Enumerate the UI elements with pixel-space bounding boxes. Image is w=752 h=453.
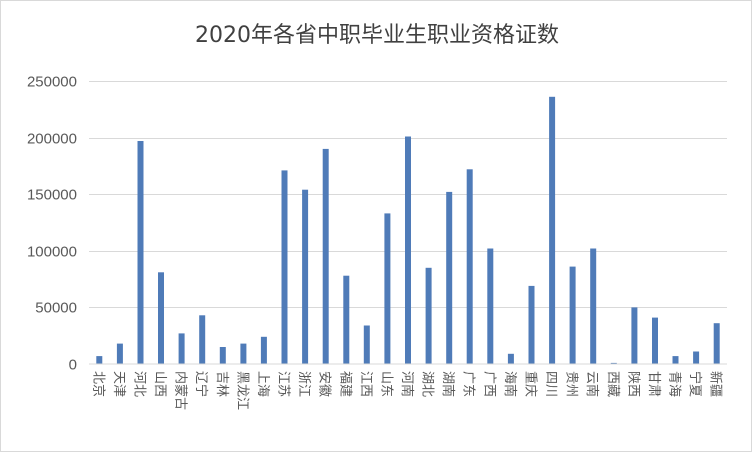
x-tick-label: 重庆 bbox=[523, 371, 539, 397]
x-tick-label: 上海 bbox=[255, 371, 270, 397]
bar-15 bbox=[405, 136, 411, 364]
x-tick-label: 广东 bbox=[461, 371, 476, 397]
x-tick-label: 吉林 bbox=[214, 371, 229, 397]
x-tick-label: 西藏 bbox=[605, 371, 620, 397]
bar-13 bbox=[363, 325, 370, 364]
x-tick-label: 河北 bbox=[132, 371, 147, 397]
bar-11 bbox=[322, 148, 329, 364]
y-tick-label: 150000 bbox=[27, 187, 77, 204]
x-tick-label: 宁夏 bbox=[687, 371, 703, 397]
x-tick-label: 湖北 bbox=[420, 371, 435, 397]
x-tick-label: 辽宁 bbox=[193, 371, 209, 397]
x-tick-label: 北京 bbox=[90, 371, 105, 397]
x-tick-label: 贵州 bbox=[564, 371, 579, 397]
x-tick-label: 湖南 bbox=[440, 371, 456, 397]
x-axis-ticks: 北京 天津 河北 山西 内蒙古 辽宁 吉林 黑龙江 上海 江苏 浙江 安徽 福建 江西 山东 河南 湖北 湖南 广东… bbox=[90, 371, 723, 410]
bar-9 bbox=[281, 170, 288, 364]
x-tick-label: 广西 bbox=[481, 371, 496, 397]
x-tick-label: 江西 bbox=[358, 371, 373, 397]
x-tick-label: 新疆 bbox=[708, 371, 724, 397]
y-tick-label: 0 bbox=[69, 357, 77, 374]
x-tick-label: 甘肃 bbox=[646, 371, 661, 397]
y-tick-label: 200000 bbox=[27, 131, 77, 148]
bar-3 bbox=[158, 272, 164, 364]
y-axis-ticks: 0 50000 100000 150000 200000 250000 bbox=[27, 74, 77, 374]
bar-26 bbox=[631, 307, 638, 364]
x-tick-label: 内蒙古 bbox=[173, 371, 189, 410]
bar-21 bbox=[528, 285, 535, 364]
bar-10 bbox=[302, 189, 309, 364]
bar-14 bbox=[384, 213, 391, 364]
bar-4 bbox=[178, 333, 185, 364]
y-tick-label: 250000 bbox=[27, 74, 77, 91]
bar-17 bbox=[446, 191, 453, 364]
y-tick-label: 100000 bbox=[27, 244, 77, 261]
x-tick-label: 安徽 bbox=[317, 371, 332, 397]
bar-2 bbox=[137, 141, 144, 364]
bar-23 bbox=[569, 266, 576, 364]
x-tick-label: 黑龙江 bbox=[234, 371, 249, 410]
bars bbox=[96, 96, 720, 365]
y-tick-label: 50000 bbox=[35, 300, 77, 317]
bar-16 bbox=[425, 267, 432, 364]
x-tick-label: 云南 bbox=[584, 371, 600, 397]
bar-20 bbox=[507, 353, 514, 364]
bar-8 bbox=[260, 336, 267, 364]
x-tick-label: 江苏 bbox=[276, 371, 292, 397]
x-tick-label: 四川 bbox=[543, 371, 558, 397]
x-tick-label: 山西 bbox=[152, 371, 167, 397]
bar-29 bbox=[693, 351, 700, 364]
bar-7 bbox=[240, 343, 247, 364]
bar-0 bbox=[96, 356, 103, 364]
bar-30 bbox=[713, 323, 720, 364]
x-tick-label: 山东 bbox=[378, 371, 393, 397]
bar-1 bbox=[116, 343, 123, 364]
bar-22 bbox=[549, 96, 556, 365]
bar-19 bbox=[487, 248, 494, 364]
bar-5 bbox=[199, 315, 206, 364]
bar-28 bbox=[672, 356, 679, 364]
bar-27 bbox=[652, 317, 658, 364]
bar-25 bbox=[610, 362, 617, 364]
x-tick-label: 天津 bbox=[111, 371, 126, 397]
bar-18 bbox=[466, 169, 473, 364]
chart-title: 2020年各省中职毕业生职业资格证数 bbox=[195, 23, 559, 48]
bar-12 bbox=[343, 275, 350, 364]
x-tick-label: 陕西 bbox=[625, 371, 640, 397]
x-tick-label: 青海 bbox=[667, 371, 682, 397]
bar-24 bbox=[590, 248, 597, 364]
x-tick-label: 河南 bbox=[399, 371, 415, 397]
bar-6 bbox=[219, 347, 226, 364]
x-tick-label: 浙江 bbox=[296, 371, 311, 397]
x-tick-label: 福建 bbox=[337, 371, 352, 397]
x-tick-label: 海南 bbox=[502, 371, 518, 397]
